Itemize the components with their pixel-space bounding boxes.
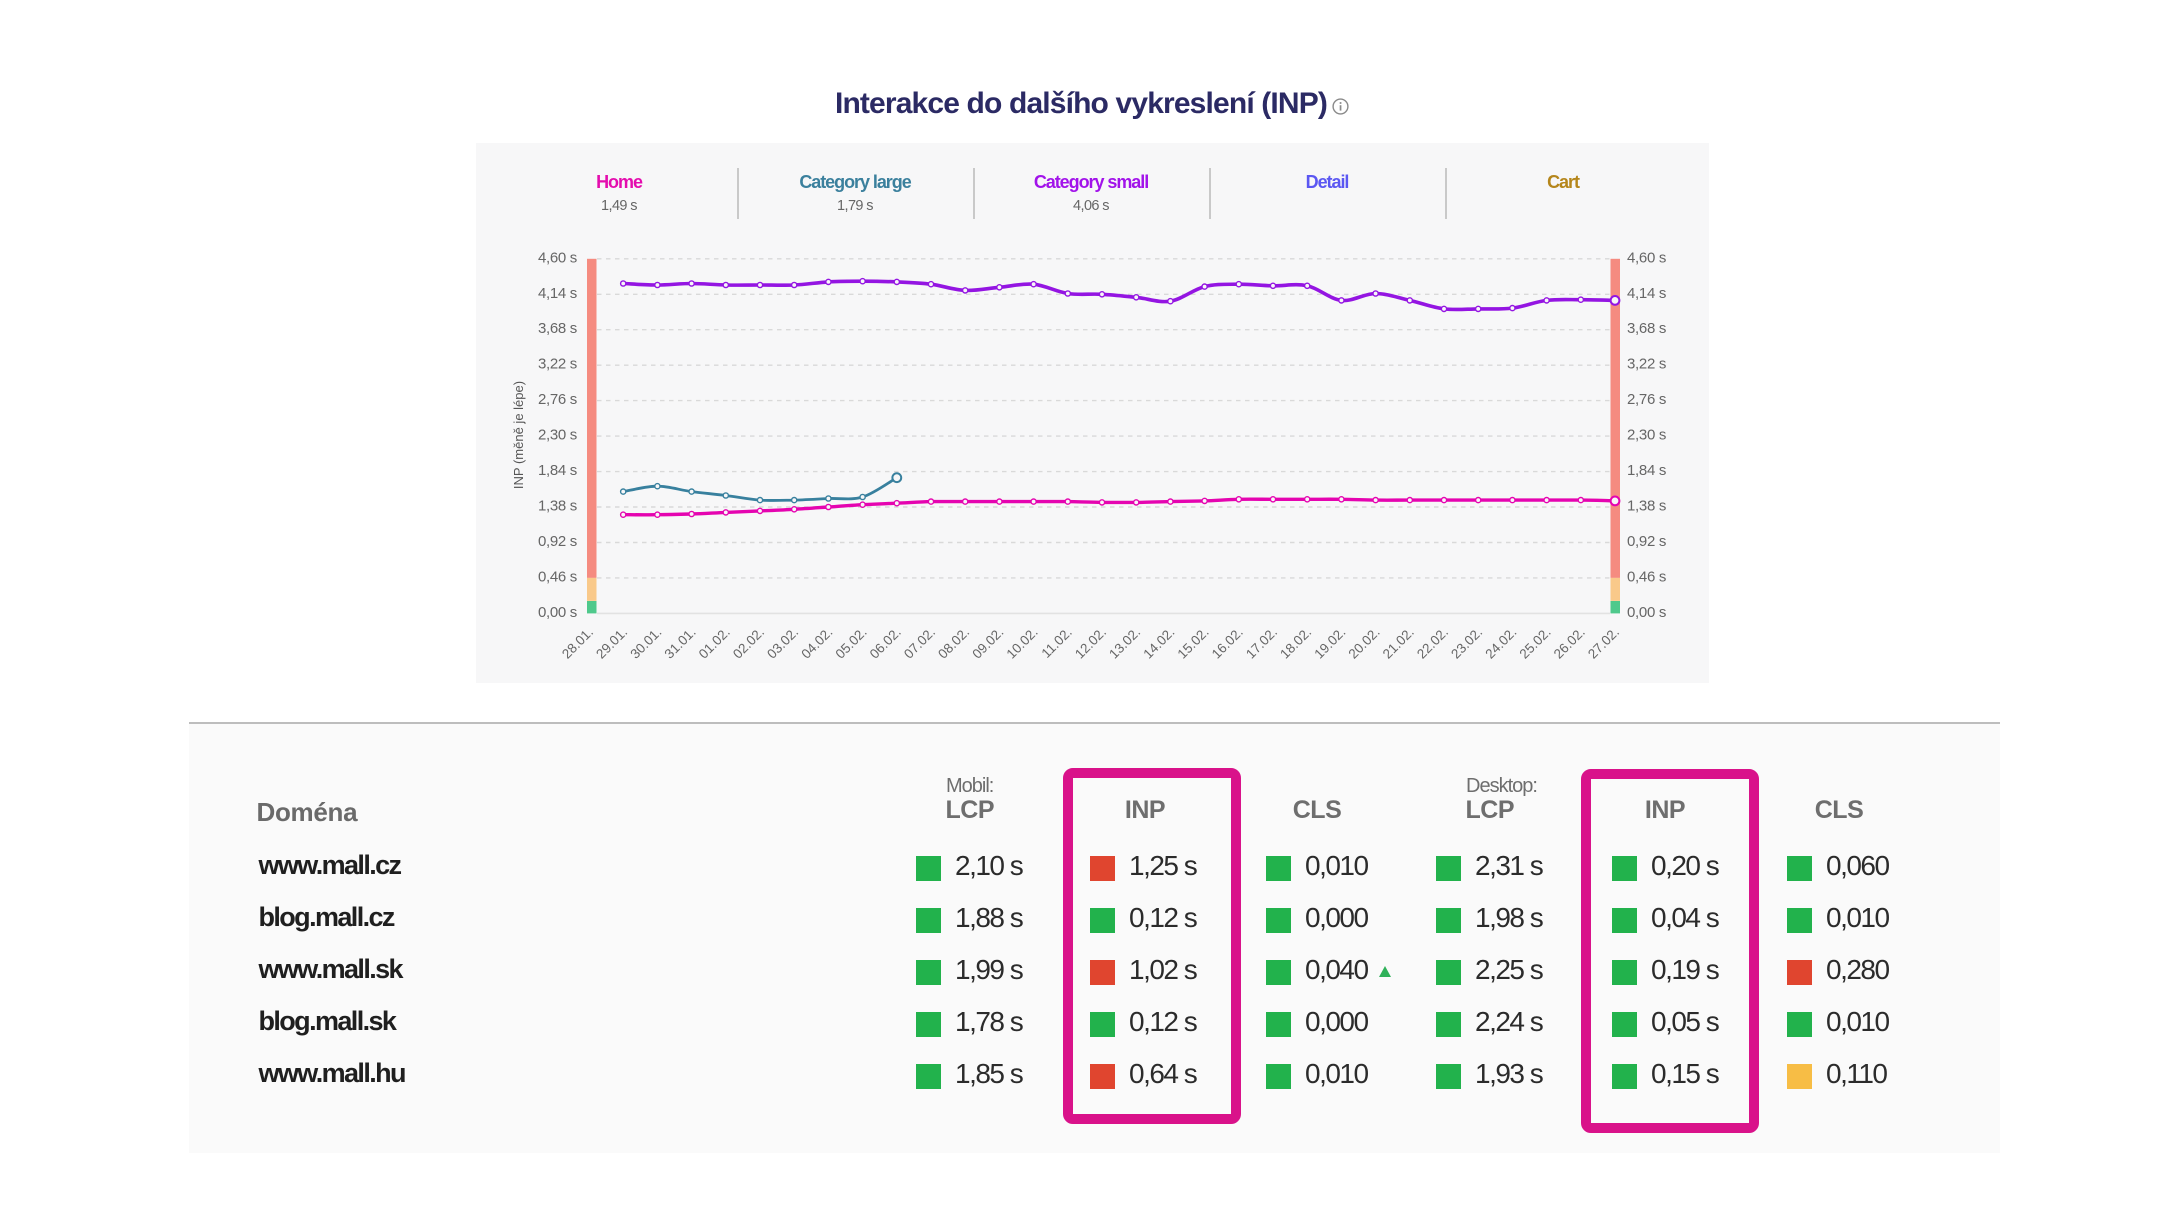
svg-text:21.02.: 21.02. (1380, 624, 1417, 661)
svg-text:4,60 s: 4,60 s (538, 249, 577, 266)
svg-text:1,38 s: 1,38 s (538, 498, 577, 515)
svg-text:INP (měně je lépe): INP (měně je lépe) (511, 381, 526, 489)
svg-text:3,68 s: 3,68 s (538, 320, 577, 337)
svg-text:4,60 s: 4,60 s (1627, 249, 1666, 266)
svg-text:24.02.: 24.02. (1482, 624, 1519, 661)
svg-text:16.02.: 16.02. (1209, 624, 1246, 661)
svg-text:2,76 s: 2,76 s (538, 391, 577, 408)
svg-text:05.02.: 05.02. (833, 624, 870, 661)
svg-text:0,46 s: 0,46 s (538, 568, 577, 585)
svg-text:0,00 s: 0,00 s (538, 604, 577, 621)
svg-text:14.02.: 14.02. (1140, 624, 1177, 661)
svg-text:03.02.: 03.02. (764, 624, 801, 661)
svg-text:2,30 s: 2,30 s (538, 427, 577, 444)
svg-text:15.02.: 15.02. (1175, 624, 1212, 661)
svg-text:02.02.: 02.02. (730, 624, 767, 661)
svg-text:0,00 s: 0,00 s (1627, 604, 1666, 621)
svg-text:01.02.: 01.02. (696, 624, 733, 661)
svg-text:1,84 s: 1,84 s (1627, 462, 1666, 479)
svg-text:2,30 s: 2,30 s (1627, 427, 1666, 444)
svg-text:04.02.: 04.02. (798, 624, 835, 661)
svg-text:23.02.: 23.02. (1448, 624, 1485, 661)
svg-text:10.02.: 10.02. (1004, 624, 1041, 661)
svg-text:22.02.: 22.02. (1414, 624, 1451, 661)
svg-text:3,68 s: 3,68 s (1627, 320, 1666, 337)
svg-text:4,14 s: 4,14 s (1627, 285, 1666, 302)
svg-text:0,46 s: 0,46 s (1627, 568, 1666, 585)
svg-text:4,14 s: 4,14 s (538, 285, 577, 302)
svg-text:19.02.: 19.02. (1311, 624, 1348, 661)
svg-text:31.01.: 31.01. (662, 624, 699, 661)
svg-text:3,22 s: 3,22 s (538, 356, 577, 373)
svg-text:25.02.: 25.02. (1517, 624, 1554, 661)
svg-text:2,76 s: 2,76 s (1627, 391, 1666, 408)
svg-text:29.01.: 29.01. (593, 624, 630, 661)
svg-text:11.02.: 11.02. (1038, 624, 1074, 660)
svg-text:30.01.: 30.01. (627, 624, 664, 661)
svg-text:26.02.: 26.02. (1551, 624, 1588, 661)
svg-text:3,22 s: 3,22 s (1627, 356, 1666, 373)
svg-text:06.02.: 06.02. (867, 624, 904, 661)
svg-text:12.02.: 12.02. (1072, 624, 1109, 661)
svg-text:0,92 s: 0,92 s (538, 533, 577, 550)
svg-text:08.02.: 08.02. (935, 624, 972, 661)
svg-text:28.01.: 28.01. (559, 624, 596, 661)
svg-text:07.02.: 07.02. (901, 624, 938, 661)
svg-text:1,38 s: 1,38 s (1627, 498, 1666, 515)
svg-text:1,84 s: 1,84 s (538, 462, 577, 479)
svg-text:09.02.: 09.02. (969, 624, 1006, 661)
svg-text:18.02.: 18.02. (1277, 624, 1314, 661)
svg-text:27.02.: 27.02. (1585, 624, 1622, 661)
svg-text:13.02.: 13.02. (1106, 624, 1143, 661)
svg-text:0,92 s: 0,92 s (1627, 533, 1666, 550)
svg-text:17.02.: 17.02. (1243, 624, 1280, 661)
svg-text:20.02.: 20.02. (1346, 624, 1383, 661)
